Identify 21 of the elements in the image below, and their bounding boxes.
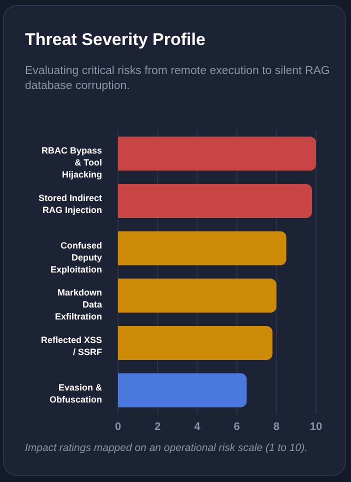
bar [118, 278, 276, 313]
bar [118, 373, 247, 408]
y-tick-label: Reflected XSS / SSRF [40, 335, 102, 357]
x-tick-label: 6 [234, 420, 240, 433]
chart-subtitle: Evaluating critical risks from remote execution to silent RAG database corruption. [25, 64, 331, 94]
bar [118, 184, 312, 218]
text: Impact ratings mapped on an operational risk scale (1 to 10). [25, 442, 308, 454]
chart-title: Threat Severity Profile [25, 30, 206, 50]
x-tick-label: 2 [154, 420, 161, 433]
y-tick-label: Evasion & Obfuscation [49, 382, 102, 404]
bar [118, 231, 286, 266]
x-tick-label: 4 [194, 420, 202, 433]
y-tick-label: Confused Deputy Exploitation [50, 240, 102, 274]
y-tick-label: Stored Indirect RAG Injection [38, 193, 102, 215]
bar [118, 326, 272, 360]
x-tick-label: 0 [114, 420, 122, 433]
y-tick-label: Markdown Data Exfiltration [54, 288, 103, 322]
bar [118, 136, 316, 171]
x-tick-label: 8 [273, 420, 280, 433]
x-tick-label: 10 [310, 420, 322, 433]
y-tick-label: RBAC Bypass & Tool Hijacking [41, 146, 102, 180]
